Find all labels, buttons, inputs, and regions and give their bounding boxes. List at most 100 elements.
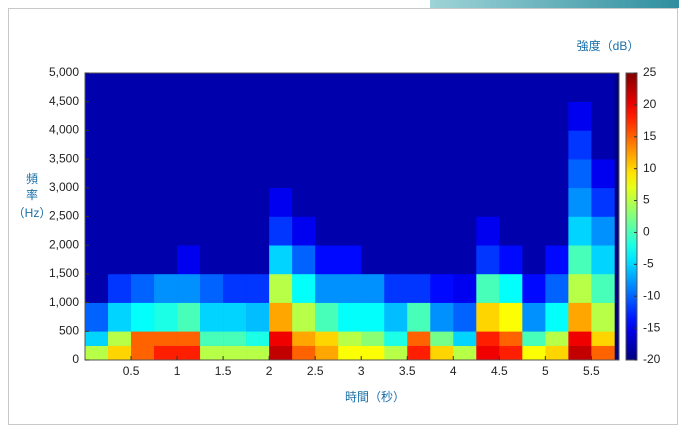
heat-cell (476, 130, 499, 159)
heat-cell (430, 159, 453, 188)
heat-cell (315, 331, 338, 346)
heat-cell (499, 102, 522, 131)
heat-cell (384, 159, 407, 188)
heat-cell (292, 274, 315, 303)
heat-cell (568, 303, 591, 332)
heat-cell (200, 346, 223, 361)
x-tick-label: 5 (542, 364, 549, 378)
heat-cell (568, 245, 591, 274)
heat-cell (85, 303, 108, 332)
heat-cell (361, 73, 384, 102)
heat-cell (338, 130, 361, 159)
heat-cell (292, 303, 315, 332)
heat-cell (568, 217, 591, 246)
heat-cell (338, 346, 361, 361)
y-tick-label: 4,000 (49, 123, 79, 137)
x-tick-label: 4.5 (491, 364, 508, 378)
heat-cell (200, 130, 223, 159)
heat-cell (407, 331, 430, 346)
heat-cell (269, 73, 292, 102)
heat-cell (591, 130, 614, 159)
heat-cell (407, 217, 430, 246)
heat-cell (568, 130, 591, 159)
heat-cell (269, 245, 292, 274)
heat-cell (177, 73, 200, 102)
heat-cell (200, 159, 223, 188)
heat-cell (315, 102, 338, 131)
heat-cell (177, 245, 200, 274)
x-tick-label: 5.5 (583, 364, 600, 378)
heat-cell (361, 188, 384, 217)
heat-cell (545, 245, 568, 274)
heat-cell (476, 303, 499, 332)
heat-cell (85, 274, 108, 303)
colorbar-tick-label: 10 (643, 161, 657, 175)
y-axis-label: 率 (26, 187, 38, 202)
heat-cell (269, 303, 292, 332)
colorbar-tick-label: -5 (643, 257, 654, 271)
x-tick-label: 1 (174, 364, 181, 378)
heat-cell (177, 188, 200, 217)
heat-cell (154, 73, 177, 102)
heat-cell (430, 130, 453, 159)
heat-cell (131, 159, 154, 188)
heat-cell (338, 73, 361, 102)
heat-cell (200, 217, 223, 246)
heat-cell (246, 73, 269, 102)
heat-cell (361, 245, 384, 274)
heat-cell (85, 159, 108, 188)
heat-cell (453, 217, 476, 246)
heat-cell (499, 159, 522, 188)
heat-cell (499, 346, 522, 361)
heat-cell (292, 159, 315, 188)
heat-cell (246, 331, 269, 346)
heat-cell (177, 331, 200, 346)
heat-cell (476, 245, 499, 274)
heat-cell (246, 159, 269, 188)
colorbar-tick-label: 25 (643, 65, 657, 79)
heat-cell (131, 73, 154, 102)
heat-cell (154, 217, 177, 246)
heat-cell (246, 245, 269, 274)
heat-cell (269, 274, 292, 303)
heat-cell (269, 188, 292, 217)
x-tick-label: 2 (266, 364, 273, 378)
heat-cell (407, 274, 430, 303)
heat-cell (545, 102, 568, 131)
heat-cell (499, 303, 522, 332)
heat-cell (591, 159, 614, 188)
heat-cell (499, 188, 522, 217)
heat-cell (246, 102, 269, 131)
heat-cell (269, 331, 292, 346)
heat-cell (131, 130, 154, 159)
heat-cell (568, 346, 591, 361)
heat-cell (269, 217, 292, 246)
heat-cell (407, 245, 430, 274)
heat-cell (430, 303, 453, 332)
heat-cell (223, 130, 246, 159)
heat-cell (545, 274, 568, 303)
heat-cell (177, 130, 200, 159)
x-tick-label: 3.5 (399, 364, 416, 378)
heat-cell (85, 245, 108, 274)
heat-cell (430, 102, 453, 131)
heat-cell (246, 217, 269, 246)
heat-cell (476, 331, 499, 346)
heat-cell (361, 274, 384, 303)
heat-cell (361, 217, 384, 246)
heat-cell (131, 346, 154, 361)
heat-cell (522, 130, 545, 159)
heat-cell (200, 303, 223, 332)
heat-cell (384, 217, 407, 246)
heat-cell (545, 188, 568, 217)
heat-cell (154, 130, 177, 159)
heat-cell (407, 102, 430, 131)
heat-cell (200, 102, 223, 131)
heat-cell (200, 245, 223, 274)
heat-cell (131, 274, 154, 303)
heat-cell (568, 73, 591, 102)
heat-cell (453, 159, 476, 188)
heat-cell (223, 188, 246, 217)
heat-cell (131, 188, 154, 217)
y-tick-label: 1,500 (49, 266, 79, 280)
